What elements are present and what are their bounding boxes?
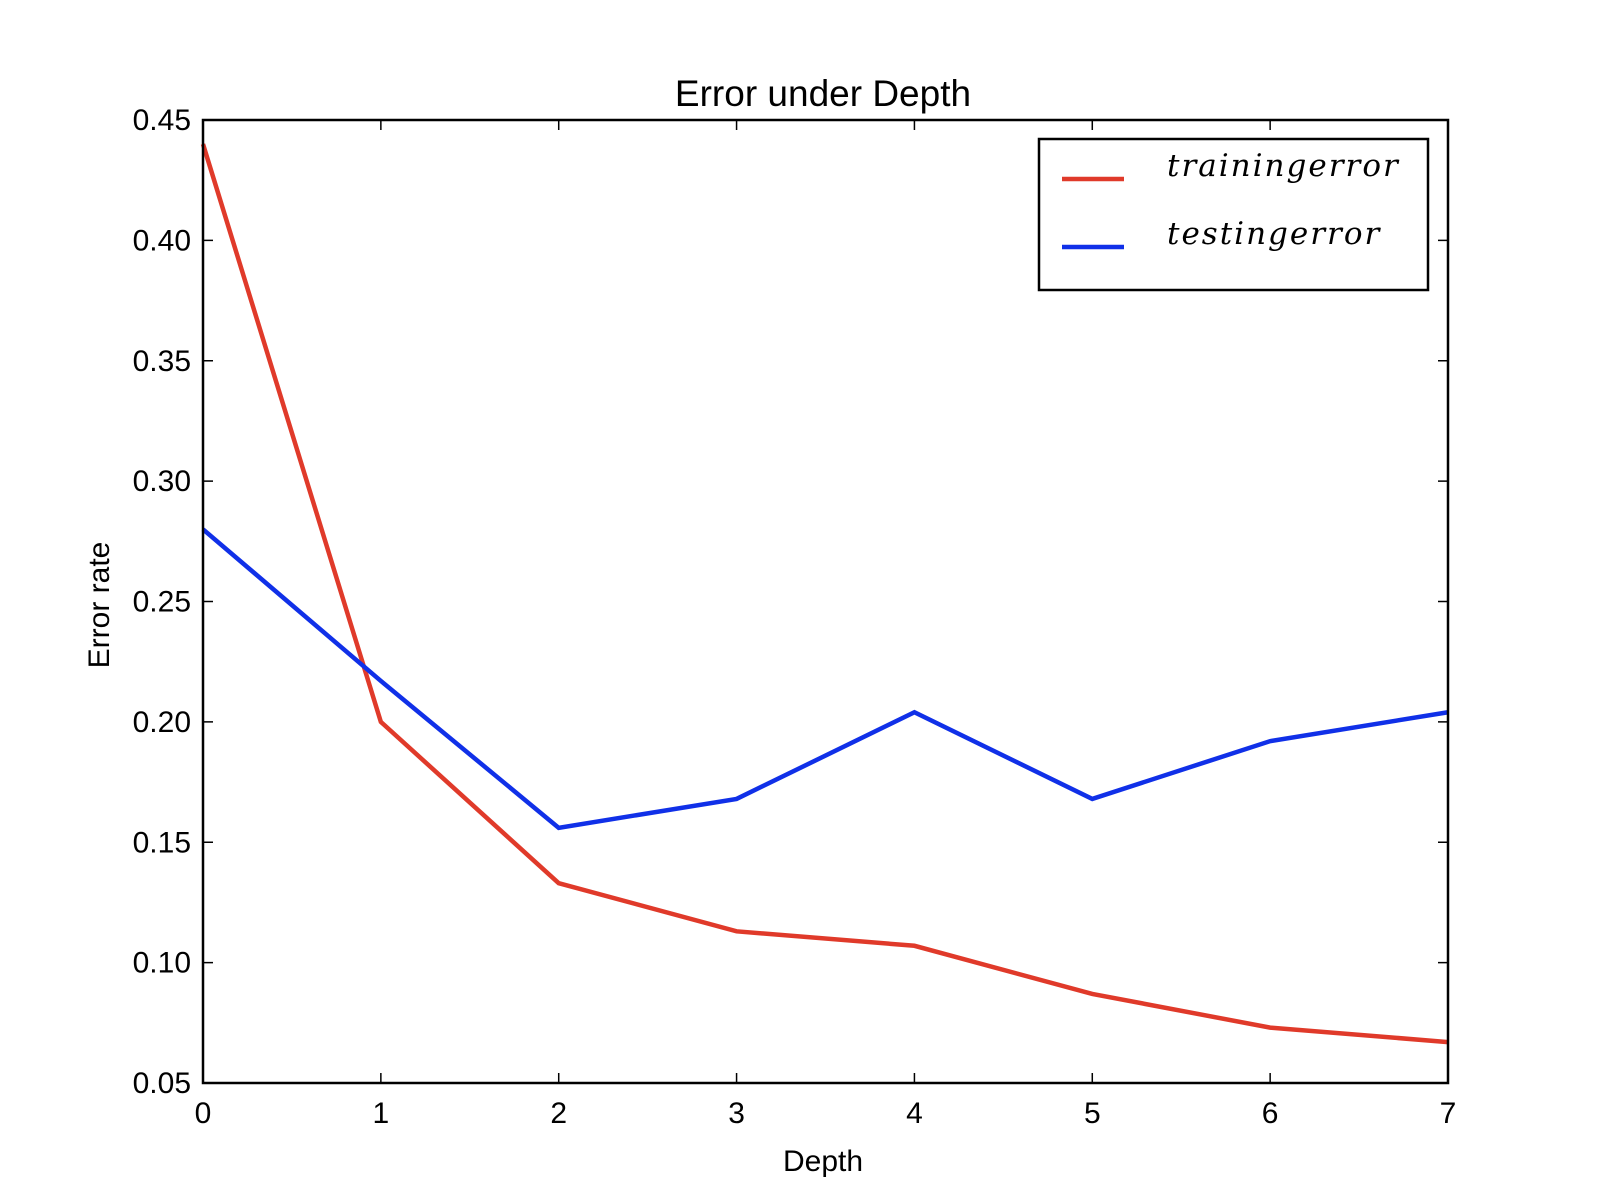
x-tick-label: 1: [373, 1097, 390, 1130]
x-tick-label: 6: [1262, 1097, 1279, 1130]
x-tick-label: 4: [906, 1097, 923, 1130]
chart-title: Error under Depth: [675, 73, 971, 114]
x-tick-label: 7: [1440, 1097, 1457, 1130]
series-line-testingerror: [201, 527, 1449, 831]
y-axis-title: Error rate: [83, 542, 116, 669]
legend-label-testingerror: testingerror: [1167, 216, 1382, 252]
x-tick-label: 0: [195, 1097, 212, 1130]
x-tick-label: 3: [728, 1097, 745, 1130]
y-axis-title-group: Error rate: [83, 542, 116, 669]
y-tick-label: 0.05: [133, 1067, 191, 1100]
y-tick-label: 0.25: [133, 586, 191, 619]
x-tick-labels: 0 1 2 3 4 5 6 7: [195, 1097, 1457, 1130]
legend: trainingerror testingerror: [1037, 137, 1430, 292]
y-tick-label: 0.20: [133, 706, 191, 739]
y-tick-label: 0.35: [133, 345, 191, 378]
x-tick-label: 2: [550, 1097, 567, 1130]
series-line-trainingerror: [200, 143, 1449, 1045]
y-tick-labels: 0.05 0.10 0.15 0.20 0.25 0.30 0.35 0.40 0.45: [133, 104, 191, 1100]
x-tick-label: 5: [1084, 1097, 1101, 1130]
x-axis-title: Depth: [783, 1145, 863, 1178]
plot-frame: [201, 118, 1450, 1085]
y-tick-label: 0.15: [133, 826, 191, 859]
y-tick-label: 0.45: [133, 104, 191, 137]
y-tick-label: 0.10: [133, 947, 191, 980]
legend-label-trainingerror: trainingerror: [1167, 148, 1400, 184]
series-lines: [200, 143, 1449, 1045]
legend-box: [1037, 137, 1430, 292]
y-tick-label: 0.40: [133, 224, 191, 257]
y-tick-label: 0.30: [133, 465, 191, 498]
legend-items: trainingerror testingerror: [1062, 148, 1400, 252]
